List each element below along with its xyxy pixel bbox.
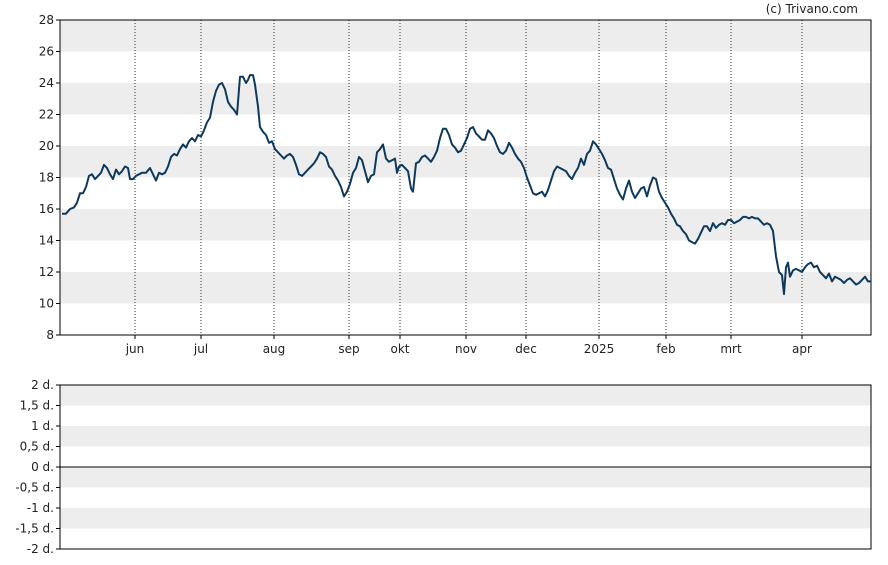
- y-tick-label: 12: [39, 265, 54, 279]
- y-tick-label: 10: [39, 297, 54, 311]
- y-tick-label: 16: [39, 202, 54, 216]
- band: [60, 467, 871, 488]
- x-tick-label: jul: [193, 342, 208, 356]
- y-tick-label: 28: [39, 13, 54, 27]
- x-tick-label: sep: [338, 342, 359, 356]
- x-tick-label: jun: [125, 342, 145, 356]
- band: [60, 426, 871, 447]
- y-tick-label: 22: [39, 108, 54, 122]
- x-tick-label: mrt: [720, 342, 742, 356]
- y-tick-label: 20: [39, 139, 54, 153]
- y-tick-label: 0,5 d.: [20, 440, 54, 454]
- x-tick-label: dec: [515, 342, 537, 356]
- bottom-chart-y-axis: 2 d. 1,5 d. 1 d. 0,5 d. 0 d. -0,5 d. -1 d. -1,5…: [15, 378, 60, 556]
- x-tick-label: aug: [263, 342, 286, 356]
- price-series-line: [62, 74, 871, 296]
- top-chart-y-axis: 28 26 24 22 20 18 16 14 12 10 8: [39, 13, 60, 342]
- x-tick-label: 2025: [584, 342, 615, 356]
- y-tick-label: 0 d.: [31, 460, 54, 474]
- x-tick-label: nov: [455, 342, 477, 356]
- y-tick-label: -2 d.: [27, 542, 54, 556]
- x-tick-label: feb: [656, 342, 675, 356]
- y-tick-label: 2 d.: [31, 378, 54, 392]
- bottom-chart-bands: [60, 385, 871, 529]
- y-tick-label: 1 d.: [31, 419, 54, 433]
- x-tick-label: okt: [391, 342, 410, 356]
- band: [60, 385, 871, 406]
- top-chart-x-axis: jun jul aug sep okt nov dec 2025 feb mrt apr: [125, 335, 812, 356]
- y-tick-label: 26: [39, 45, 54, 59]
- y-tick-label: -1,5 d.: [15, 522, 54, 536]
- y-tick-label: 14: [39, 234, 54, 248]
- y-tick-label: -0,5 d.: [15, 481, 54, 495]
- y-tick-label: 24: [39, 76, 54, 90]
- band: [60, 508, 871, 529]
- x-tick-label: apr: [792, 342, 812, 356]
- y-tick-label: 1,5 d.: [20, 399, 54, 413]
- y-tick-label: 8: [46, 328, 54, 342]
- credit-text: (c) Trivano.com: [766, 2, 858, 16]
- y-tick-label: 18: [39, 171, 54, 185]
- y-tick-label: -1 d.: [27, 501, 54, 515]
